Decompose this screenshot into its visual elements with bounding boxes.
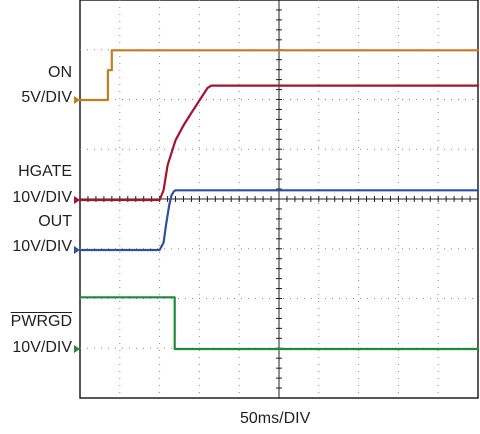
- out-name-label: OUT: [38, 213, 72, 230]
- pwrgd-name-label: PWRGD: [10, 313, 72, 330]
- traces: [78, 49, 480, 351]
- on-name-label: ON: [48, 64, 72, 81]
- on-trace: [78, 49, 480, 102]
- hgate-name-label: HGATE: [18, 163, 72, 180]
- hgate-trace: [78, 84, 480, 202]
- on-ground-marker: [74, 96, 80, 104]
- on-scale-label: 5V/DIV: [21, 89, 72, 106]
- out-trace: [78, 189, 480, 252]
- channel-markers: [74, 96, 80, 353]
- pwrgd-ground-marker: [74, 345, 80, 353]
- out-ground-marker: [74, 246, 80, 254]
- pwrgd-scale-label: 10V/DIV: [12, 339, 72, 356]
- hgate-ground-marker: [74, 196, 80, 204]
- pwrgd-trace: [78, 296, 480, 351]
- out-scale-label: 10V/DIV: [12, 238, 72, 255]
- hgate-scale-label: 10V/DIV: [12, 189, 72, 206]
- x-axis-label: 50ms/DIV: [240, 410, 311, 427]
